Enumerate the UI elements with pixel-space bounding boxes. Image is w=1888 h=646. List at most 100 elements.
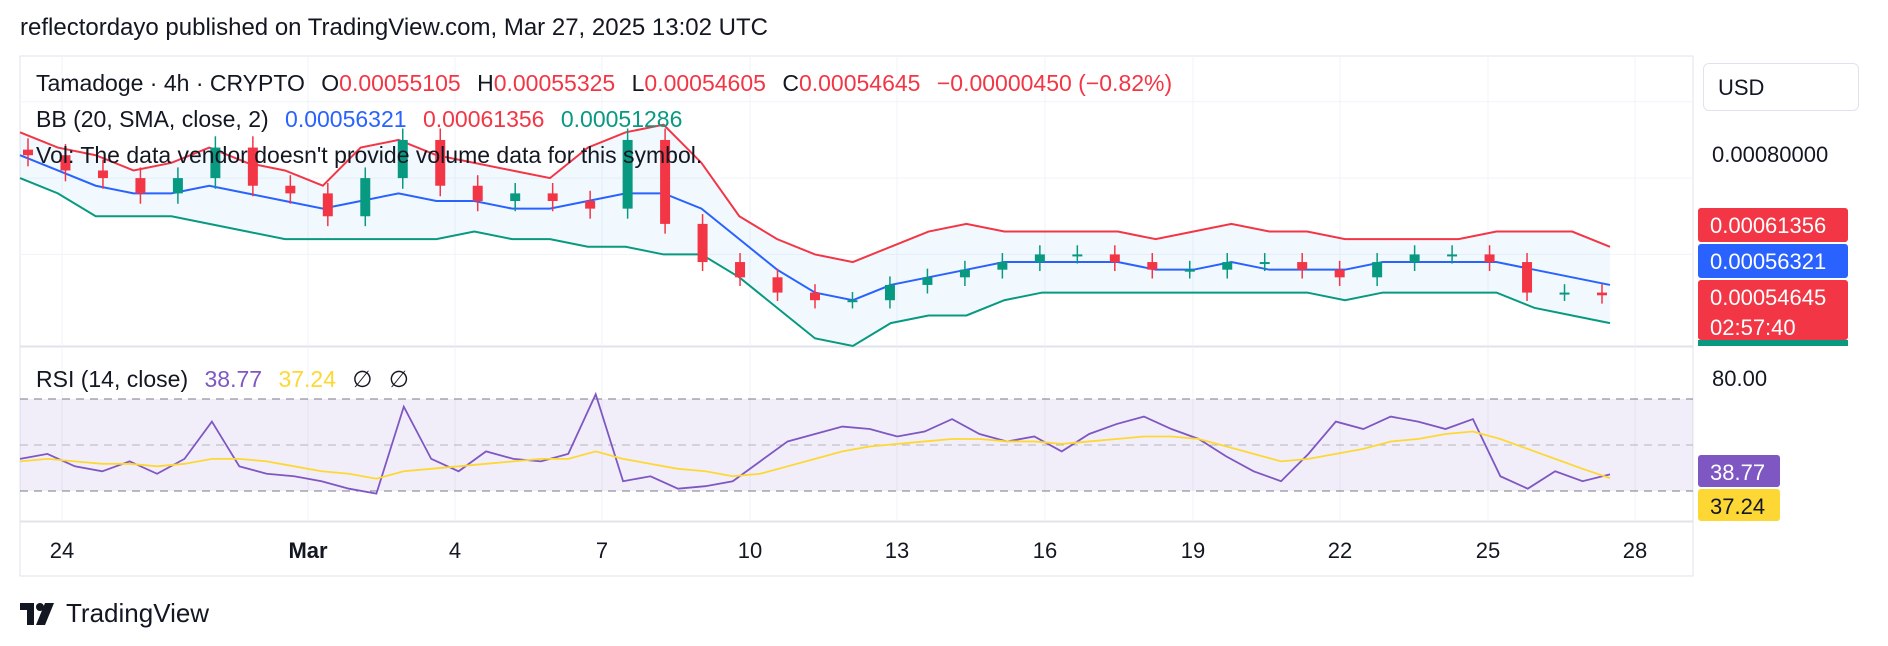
price-tag-bb-mid-bg: [1698, 244, 1848, 278]
rsi-tag-ma-text: 37.24: [1710, 494, 1765, 519]
candle-body[interactable]: [922, 277, 933, 285]
candle-body[interactable]: [1147, 262, 1158, 270]
x-tick-label: 25: [1476, 538, 1500, 563]
candle-body[interactable]: [622, 139, 633, 209]
candle-body[interactable]: [97, 170, 108, 179]
x-tick-label: 24: [50, 538, 74, 563]
candle-body[interactable]: [322, 193, 333, 217]
candle-body[interactable]: [847, 300, 858, 303]
bb-legend[interactable]: BB (20, SMA, close, 2) 0.00056321 0.0006…: [36, 106, 692, 133]
price-tag-last: 0.00054645 02:57:40: [1698, 280, 1848, 340]
candle-body[interactable]: [60, 155, 71, 171]
rsi-ma-value: 37.24: [278, 366, 337, 392]
rsi-tag-value: 38.77: [1698, 455, 1780, 487]
candle-body[interactable]: [172, 178, 183, 194]
candle-body[interactable]: [1184, 269, 1195, 272]
candle-body[interactable]: [660, 139, 671, 224]
candle-body[interactable]: [472, 185, 483, 201]
rsi-series-rsi-ma: [19, 430, 1611, 480]
price-tag-bb-lower: [1698, 340, 1848, 346]
x-tick-label: 7: [596, 538, 608, 563]
close-value: 0.00054645: [798, 70, 921, 96]
candle-body[interactable]: [360, 178, 371, 217]
rsi-tag-value-bg: [1698, 455, 1780, 487]
candle-body[interactable]: [23, 149, 33, 156]
y-axis-label: 0.00080000: [1712, 142, 1828, 167]
candle-body[interactable]: [547, 193, 558, 201]
vol-note: Vol: The data vendor doesn't provide vol…: [36, 142, 712, 169]
candle-body[interactable]: [735, 262, 746, 278]
candle-body[interactable]: [510, 193, 521, 201]
candle-body[interactable]: [1484, 254, 1495, 263]
candle-body[interactable]: [1034, 254, 1045, 263]
rsi-tag-ma-bg: [1698, 489, 1780, 521]
x-tick-label: 16: [1033, 538, 1057, 563]
rsi-label[interactable]: RSI (14, close): [36, 366, 189, 392]
candle-body[interactable]: [884, 284, 895, 301]
candle-body[interactable]: [1109, 254, 1120, 263]
candle-body[interactable]: [1409, 254, 1420, 263]
high-value: 0.00055325: [493, 70, 616, 96]
candle-body[interactable]: [1372, 262, 1383, 278]
price-tag-bb-upper-text: 0.00061356: [1710, 213, 1826, 238]
candle-body[interactable]: [1334, 269, 1345, 278]
price-tag-bb-upper: 0.00061356: [1698, 208, 1848, 242]
candles[interactable]: [23, 128, 1607, 309]
rsi-tag-ma: 37.24: [1698, 489, 1780, 521]
vol-note-text: Vol: The data vendor doesn't provide vol…: [36, 142, 703, 168]
price-axis-labels: 0.00080000 80.00 0.00061356 0.00056321 0.000…: [1698, 142, 1848, 521]
rsi-axis-label: 80.00: [1712, 366, 1767, 391]
candle-body[interactable]: [135, 178, 146, 194]
candle-body[interactable]: [810, 292, 820, 301]
candle-body[interactable]: [959, 269, 970, 278]
x-tick-label: Mar: [288, 538, 328, 563]
candle-body[interactable]: [1259, 262, 1270, 265]
x-tick-label: 13: [885, 538, 909, 563]
candle-body[interactable]: [1297, 262, 1308, 270]
tradingview-logo-icon: [20, 602, 54, 625]
candle-body[interactable]: [1222, 262, 1233, 270]
price-tag-last-text: 0.00054645: [1710, 285, 1826, 310]
candle-body[interactable]: [285, 185, 296, 194]
candle-body[interactable]: [772, 277, 783, 293]
candle-body[interactable]: [397, 139, 408, 179]
candle-body[interactable]: [1522, 262, 1533, 293]
low-label: L: [631, 70, 645, 96]
candle-body[interactable]: [435, 139, 446, 186]
candle-body[interactable]: [697, 223, 708, 263]
high-label: H: [477, 70, 494, 96]
footer-brand[interactable]: TradingView: [20, 598, 209, 629]
candle-body[interactable]: [1559, 292, 1570, 295]
bb-lower-line: [19, 177, 1611, 348]
open-value: 0.00055105: [339, 70, 461, 96]
bb-upper-line: [19, 123, 1611, 264]
bb-mid-value: 0.00056321: [285, 106, 407, 132]
rsi-band: [20, 399, 1693, 491]
symbol-title[interactable]: Tamadoge · 4h · CRYPTO: [36, 70, 305, 96]
symbol-legend[interactable]: Tamadoge · 4h · CRYPTO O0.00055105 H0.00…: [36, 70, 1182, 97]
time-axis[interactable]: [19, 521, 1694, 577]
candle-body[interactable]: [1597, 292, 1607, 296]
candle-body[interactable]: [1072, 254, 1083, 257]
rsi-na-icon-2: ∅: [388, 366, 409, 392]
x-tick-label: 22: [1328, 538, 1352, 563]
candle-body[interactable]: [585, 201, 596, 209]
candle-body[interactable]: [247, 147, 258, 186]
x-tick-label: 28: [1623, 538, 1647, 563]
rsi-value: 38.77: [204, 366, 263, 392]
candle-body[interactable]: [997, 262, 1008, 270]
bb-label[interactable]: BB (20, SMA, close, 2): [36, 106, 269, 132]
bb-lower-value: 0.00051286: [560, 106, 683, 132]
price-tag-last-text: 02:57:40: [1710, 315, 1796, 340]
x-tick-label: 10: [738, 538, 762, 563]
x-tick-label: 4: [449, 538, 461, 563]
rsi-pane[interactable]: [19, 346, 1694, 522]
rsi-lines: [19, 391, 1611, 495]
bb-upper-value: 0.00061356: [422, 106, 545, 132]
candle-body[interactable]: [210, 147, 221, 179]
price-tag-last-bg: [1698, 280, 1848, 340]
candle-body[interactable]: [1447, 254, 1458, 257]
currency-button[interactable]: USD: [1703, 63, 1859, 111]
rsi-legend[interactable]: RSI (14, close) 38.77 37.24 ∅ ∅: [36, 366, 419, 393]
